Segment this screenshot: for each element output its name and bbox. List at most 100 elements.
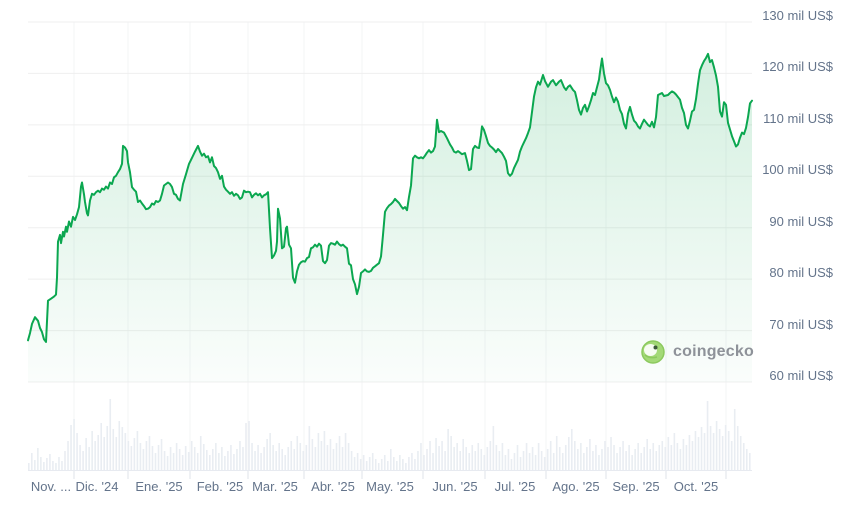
volume-bar — [269, 433, 271, 471]
volume-bar — [682, 439, 685, 471]
volume-bar — [688, 435, 691, 471]
volume-bar — [534, 455, 537, 471]
volume-bar — [429, 441, 431, 471]
volume-bar — [667, 437, 670, 471]
volume-bar — [664, 447, 667, 471]
volume-bar — [76, 433, 78, 471]
volume-bar — [97, 435, 99, 471]
volume-bar — [537, 443, 540, 471]
volume-bar — [661, 441, 664, 471]
x-axis-label: Ago. '25 — [552, 479, 600, 494]
volume-bar — [82, 451, 84, 471]
volume-bar — [218, 453, 220, 471]
volume-bar — [513, 453, 516, 471]
volume-bar — [423, 455, 425, 471]
volume-bar — [215, 443, 217, 471]
volume-bar — [118, 421, 121, 471]
volume-bar — [296, 436, 299, 471]
volume-bar — [438, 446, 440, 471]
coingecko-gecko-icon — [641, 340, 665, 364]
y-axis-label: 130 mil US$ — [762, 8, 833, 23]
volume-bar — [567, 437, 570, 471]
volume-bar — [365, 461, 368, 471]
volume-bar — [724, 425, 727, 471]
volume-bar — [486, 447, 489, 471]
volume-bar — [302, 451, 305, 471]
y-axis-label: 90 mil US$ — [769, 214, 833, 229]
volume-bar — [205, 450, 208, 471]
volume-bar — [432, 453, 434, 471]
volume-bar — [417, 451, 419, 471]
volume-bar — [435, 438, 437, 471]
volume-bar — [287, 447, 290, 471]
volume-bar — [233, 454, 235, 471]
volume-bar — [712, 433, 715, 471]
volume-bar — [109, 399, 112, 471]
volume-bar — [628, 445, 630, 471]
volume-bar — [329, 439, 332, 471]
x-axis-label: Oct. '25 — [673, 479, 719, 494]
volume-bar — [697, 437, 700, 471]
volume-bar — [49, 454, 51, 471]
volume-bar — [178, 449, 181, 471]
volume-bar — [561, 453, 564, 471]
volume-bar — [558, 447, 561, 471]
volume-bar — [700, 427, 703, 471]
volume-bar — [308, 426, 311, 471]
volume-bar — [133, 438, 136, 471]
volume-bar — [540, 451, 543, 471]
volume-bar — [347, 443, 350, 471]
volume-bar — [390, 449, 392, 471]
volume-bar — [549, 441, 552, 471]
volume-bar — [525, 443, 528, 471]
volume-bar — [634, 449, 636, 471]
volume-bar — [43, 462, 45, 471]
volume-bar — [55, 463, 57, 471]
volume-bar — [610, 437, 612, 471]
volume-bar — [507, 449, 510, 471]
volume-bar — [377, 463, 380, 471]
volume-bar — [619, 447, 621, 471]
volume-bar — [106, 426, 109, 471]
volume-bar — [70, 425, 72, 471]
volume-bar — [190, 441, 193, 471]
volume-bar — [193, 447, 196, 471]
volume-bar — [172, 453, 175, 471]
volume-bar — [323, 431, 326, 471]
volume-bar — [212, 449, 214, 471]
volume-bar — [613, 445, 615, 471]
volume-bar — [257, 445, 259, 471]
volume-bar — [691, 441, 694, 471]
volume-bar — [721, 436, 724, 471]
volume-bar — [643, 447, 645, 471]
volume-bar — [715, 421, 718, 471]
volume-bar — [79, 445, 81, 471]
volume-bar — [531, 447, 534, 471]
volume-bar — [28, 463, 30, 471]
y-axis-label: 110 mil US$ — [763, 111, 833, 126]
volume-bar — [676, 443, 679, 471]
volume-bar — [320, 441, 323, 471]
volume-bar — [94, 441, 96, 471]
volume-bar — [492, 426, 495, 471]
volume-bar — [130, 446, 133, 471]
x-axis-label: Abr. '25 — [311, 479, 355, 494]
volume-bar — [386, 461, 389, 471]
volume-bar — [37, 448, 39, 471]
volume-bar — [40, 457, 42, 471]
volume-bar — [510, 459, 513, 471]
volume-bar — [640, 453, 642, 471]
volume-bar — [100, 423, 102, 471]
volume-bar — [275, 451, 277, 471]
volume-bar — [592, 451, 594, 471]
volume-bar — [399, 455, 401, 471]
price-area — [28, 53, 752, 383]
volume-bar — [52, 461, 54, 471]
y-axis-label: 60 mil US$ — [769, 368, 833, 383]
x-axis-label: Jun. '25 — [432, 479, 478, 494]
volume-bar — [103, 437, 106, 471]
volume-bar — [209, 455, 211, 471]
y-axis-label: 80 mil US$ — [769, 265, 833, 280]
coingecko-watermark: coingecko — [640, 339, 754, 365]
